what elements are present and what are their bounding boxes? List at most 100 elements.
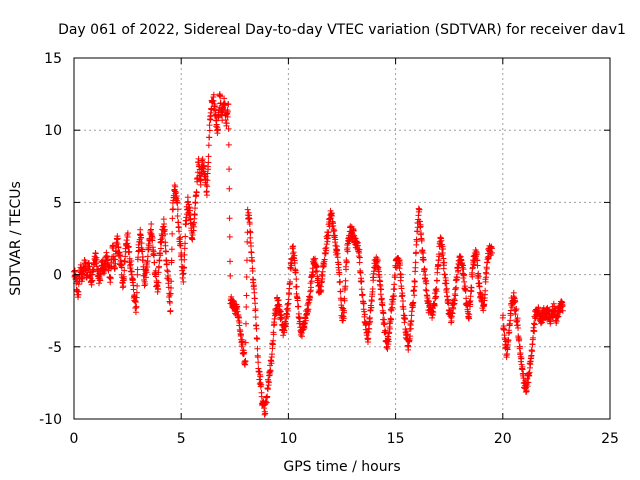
data-point-sample xyxy=(378,286,385,293)
data-point-sample xyxy=(89,277,96,284)
data-point-sample xyxy=(343,266,350,273)
data-point-sample xyxy=(391,286,398,293)
data-point-sample xyxy=(214,126,221,133)
data-point-sample xyxy=(181,251,188,258)
data-point-sample xyxy=(312,255,319,262)
data-point-sample xyxy=(385,338,392,345)
data-point-sample xyxy=(118,264,125,271)
data-point-sample xyxy=(483,265,490,272)
data-point-sample xyxy=(513,306,520,313)
data-point-sample xyxy=(190,221,197,228)
data-point-sample xyxy=(225,125,232,132)
data-point-sample xyxy=(418,230,425,237)
data-point-sample xyxy=(108,263,115,270)
x-tick-labels: 0 5 10 15 20 25 xyxy=(70,431,619,447)
data-point-sample xyxy=(419,247,426,254)
data-point-sample xyxy=(168,278,175,285)
data-point-sample xyxy=(239,341,246,348)
data-point-sample xyxy=(138,240,145,247)
data-point xyxy=(506,329,513,336)
data-point xyxy=(225,101,232,108)
data-point-sample xyxy=(75,291,82,298)
data-point-sample xyxy=(476,283,483,290)
data-point-sample xyxy=(126,248,133,255)
data-point-sample xyxy=(380,310,387,317)
data-point-sample xyxy=(512,298,519,305)
data-point-sample xyxy=(455,267,462,274)
data-point-sample xyxy=(174,200,181,207)
data-point-sample xyxy=(335,261,342,268)
data-point-sample xyxy=(223,120,230,127)
data-point-sample xyxy=(412,259,419,266)
data-point-sample xyxy=(132,299,139,306)
data-point-sample xyxy=(151,252,158,259)
data-point-sample xyxy=(321,256,328,263)
data-point-sample xyxy=(75,281,82,288)
data-point-sample xyxy=(434,277,441,284)
data-point-sample xyxy=(167,299,174,306)
y-tick-label: 0 xyxy=(53,268,62,284)
data-point-sample xyxy=(174,213,181,220)
data-point-sample xyxy=(286,291,293,298)
data-point-sample xyxy=(104,253,111,260)
data-point-sample xyxy=(205,159,212,166)
data-point-sample xyxy=(138,234,145,241)
data-point-sample xyxy=(262,410,269,417)
data-point-sample xyxy=(124,240,131,247)
data-point-sample xyxy=(168,257,175,264)
data-point-sample xyxy=(328,212,335,219)
data-point-sample xyxy=(500,312,507,319)
data-point-sample xyxy=(284,307,291,314)
x-tick-label: 5 xyxy=(177,431,186,447)
data-point-sample xyxy=(157,252,164,259)
data-point-sample xyxy=(163,261,170,268)
data-point-sample xyxy=(422,272,429,279)
data-point xyxy=(176,228,183,235)
data-point-sample xyxy=(227,258,234,265)
data-point-sample xyxy=(530,334,537,341)
data-point-sample xyxy=(313,268,320,275)
data-point-sample xyxy=(101,266,108,273)
data-point-sample xyxy=(413,238,420,245)
data-point-sample xyxy=(398,285,405,292)
data-point-sample xyxy=(469,273,476,280)
data-point-sample xyxy=(515,324,522,331)
data-point-sample xyxy=(342,283,349,290)
data-point-sample xyxy=(203,181,210,188)
data-point-sample xyxy=(254,345,261,352)
y-tick-label: -5 xyxy=(48,340,62,356)
data-point-sample xyxy=(181,264,188,271)
data-point-sample xyxy=(304,302,311,309)
data-point-sample xyxy=(226,185,233,192)
data-point-sample xyxy=(177,242,184,249)
data-point-sample xyxy=(460,271,467,278)
data-point-sample xyxy=(514,315,521,322)
chart-title: Day 061 of 2022, Sidereal Day-to-day VTE… xyxy=(58,22,626,38)
data-point xyxy=(244,206,251,213)
data-point xyxy=(246,221,253,228)
data-point-sample xyxy=(264,393,271,400)
data-point-sample xyxy=(134,266,141,273)
data-point-sample xyxy=(130,286,137,293)
data-point-sample xyxy=(288,262,295,269)
data-point-sample xyxy=(343,258,350,265)
data-point xyxy=(128,268,135,275)
data-point-sample xyxy=(243,292,250,299)
data-point-sample xyxy=(226,166,233,173)
data-point-sample xyxy=(205,166,212,173)
data-point-sample xyxy=(420,250,427,257)
data-point-sample xyxy=(293,276,300,283)
data-point-sample xyxy=(204,177,211,184)
data-point-sample xyxy=(114,235,121,242)
data-point-sample xyxy=(96,280,103,287)
data-point-sample xyxy=(191,211,198,218)
data-point-sample xyxy=(505,337,512,344)
data-point-sample xyxy=(123,237,130,244)
data-point-sample xyxy=(217,93,224,100)
data-point-sample xyxy=(162,242,169,249)
data-point-sample xyxy=(523,388,530,395)
data-point-sample xyxy=(187,207,194,214)
data-point-sample xyxy=(295,303,302,310)
data-point-sample xyxy=(151,259,158,266)
data-point-sample xyxy=(443,285,450,292)
